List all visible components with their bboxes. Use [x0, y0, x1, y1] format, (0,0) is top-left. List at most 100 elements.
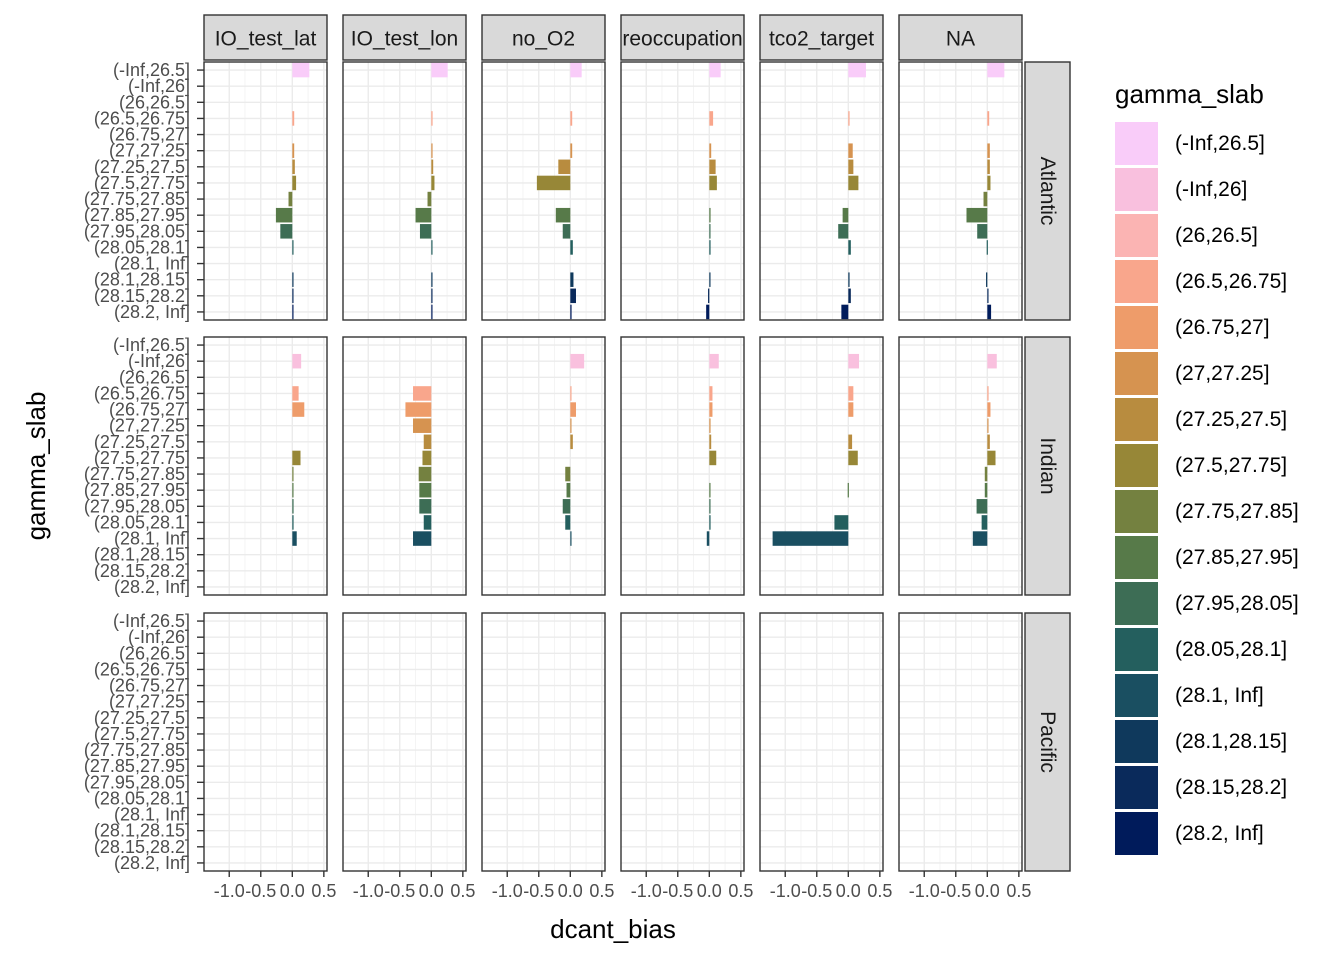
bar: [834, 515, 849, 530]
legend-key: [1115, 398, 1158, 441]
facet-column-label: tco2_target: [769, 28, 874, 51]
panel-background: [899, 613, 1022, 871]
bar: [976, 499, 988, 514]
panel-border: [759, 612, 884, 872]
y-tick-label: (27.95,28.05]: [84, 221, 190, 241]
bar: [987, 288, 989, 304]
legend-key: [1115, 306, 1158, 349]
panel-border: [620, 612, 745, 872]
bar: [570, 531, 572, 546]
bar: [431, 159, 434, 175]
legend-key: [1115, 214, 1158, 257]
bar: [431, 62, 448, 78]
bar: [848, 434, 853, 450]
x-tick-label: 0.5: [311, 881, 336, 901]
x-tick-label: -1.0: [770, 881, 801, 901]
x-tick-label: 0.0: [836, 881, 861, 901]
bar: [772, 531, 849, 546]
bar: [848, 240, 851, 255]
bar: [570, 62, 582, 78]
x-tick-label: 0.0: [697, 881, 722, 901]
bar: [562, 224, 571, 239]
panel-background: [621, 62, 744, 320]
bar: [413, 386, 432, 401]
bar: [570, 240, 573, 255]
bar: [986, 240, 988, 255]
panel-background: [204, 613, 327, 871]
facet-strip: [759, 14, 884, 61]
bar: [848, 175, 859, 191]
legend-label: (27.95,28.05]: [1175, 592, 1299, 615]
panel-border: [481, 612, 606, 872]
bar: [419, 499, 432, 514]
legend-label: (28.2, Inf]: [1175, 822, 1264, 845]
bar: [292, 62, 310, 78]
x-tick-label: -0.5: [523, 881, 554, 901]
y-tick-label: (28.1,28.15]: [94, 270, 190, 290]
bar: [570, 111, 573, 126]
legend-key: [1115, 122, 1158, 165]
bar: [987, 434, 990, 450]
bar: [709, 175, 717, 191]
panel-background: [621, 337, 744, 595]
legend-label: (27.25,27.5]: [1175, 408, 1287, 431]
y-tick-label: (27.25,27.5]: [94, 157, 190, 177]
panel-border: [203, 336, 328, 596]
y-tick-label: (27.85,27.95]: [84, 480, 190, 500]
y-tick-label: (27.25,27.5]: [94, 708, 190, 728]
y-tick-label: (28.1, Inf]: [114, 529, 190, 549]
bar: [570, 143, 573, 158]
bar: [431, 240, 433, 255]
bar: [570, 288, 576, 304]
bar: [709, 159, 716, 175]
bar: [292, 402, 305, 417]
y-axis-title: gamma_slab: [21, 392, 51, 541]
bar: [984, 482, 988, 498]
bar: [562, 499, 571, 514]
panel-border: [481, 336, 606, 596]
bar: [977, 224, 988, 239]
panel-border: [342, 61, 467, 321]
bar: [842, 207, 849, 223]
bar: [706, 531, 710, 546]
panel-background: [343, 613, 466, 871]
panel-border: [898, 336, 1023, 596]
y-tick-label: (27.5,27.75]: [94, 448, 190, 468]
bar: [536, 175, 571, 191]
bar: [292, 499, 294, 514]
bar: [848, 159, 854, 175]
bar: [431, 175, 435, 191]
bar: [709, 224, 711, 239]
bar: [413, 418, 432, 433]
x-tick-label: -0.5: [662, 881, 693, 901]
bar: [292, 288, 294, 304]
legend-key: [1115, 720, 1158, 763]
bar: [987, 111, 990, 126]
bar: [292, 143, 295, 158]
y-tick-label: (26,26.5]: [119, 92, 190, 112]
y-tick-label: (28.15,28.2]: [94, 561, 190, 581]
legend-label: (28.15,28.2]: [1175, 776, 1287, 799]
bar: [987, 159, 990, 175]
bar: [431, 111, 433, 126]
y-tick-label: (28.1,28.15]: [94, 821, 190, 841]
y-tick-label: (28.05,28.1]: [94, 788, 190, 808]
bar: [848, 111, 850, 126]
x-tick-label: 0.0: [558, 881, 583, 901]
facet-strip: [1024, 61, 1071, 321]
legend-label: (26,26.5]: [1175, 224, 1258, 247]
panel-border: [481, 61, 606, 321]
legend-key: [1115, 536, 1158, 579]
bar: [570, 402, 576, 417]
bar: [987, 304, 992, 320]
bar: [292, 175, 297, 191]
facet-strip: [203, 14, 328, 61]
y-tick-label: (26.75,27]: [109, 676, 190, 696]
panel-background: [343, 337, 466, 595]
y-tick-label: (27.5,27.75]: [94, 173, 190, 193]
bar: [405, 402, 432, 417]
y-tick-label: (28.2, Inf]: [114, 577, 190, 597]
bar: [431, 288, 433, 304]
y-tick-label: (26.75,27]: [109, 400, 190, 420]
bar: [292, 272, 294, 287]
